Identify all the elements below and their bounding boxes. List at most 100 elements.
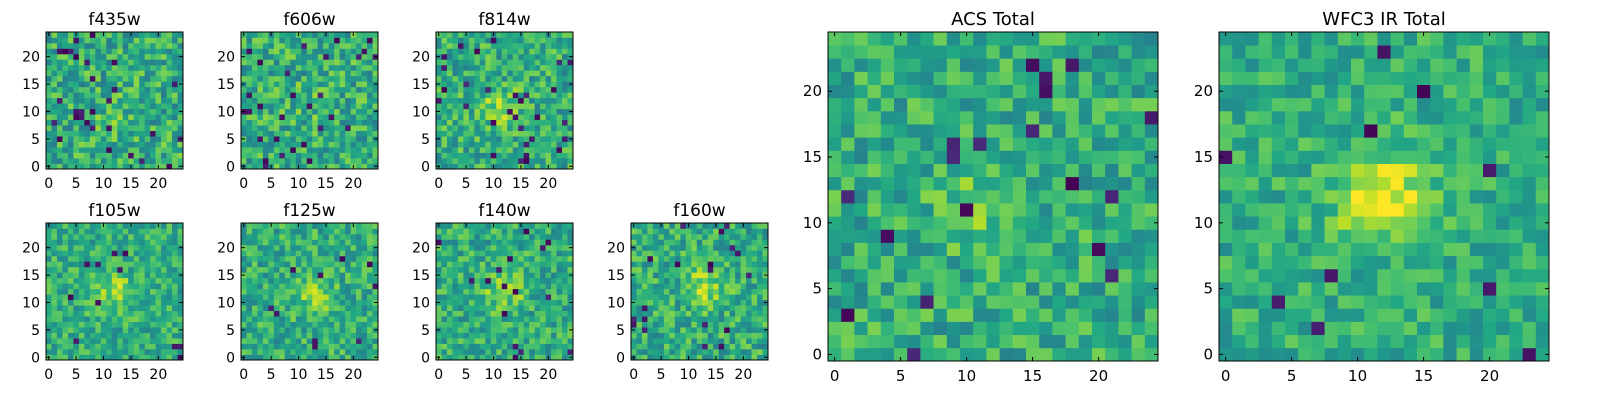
- image-pixel: [491, 37, 497, 43]
- y-tick-label: 0: [421, 350, 430, 366]
- image-pixel: [62, 114, 68, 120]
- image-pixel: [474, 278, 480, 284]
- image-pixel: [686, 250, 692, 256]
- image-pixel: [351, 250, 357, 256]
- image-pixel: [312, 147, 318, 153]
- image-pixel: [290, 267, 296, 273]
- image-pixel: [1079, 243, 1093, 257]
- image-pixel: [263, 48, 269, 54]
- image-pixel: [62, 344, 68, 350]
- image-pixel: [529, 120, 535, 126]
- image-pixel: [145, 109, 151, 115]
- image-pixel: [713, 283, 719, 289]
- image-pixel: [95, 114, 101, 120]
- image-pixel: [351, 283, 357, 289]
- image-pixel: [79, 81, 85, 87]
- image-pixel: [345, 311, 351, 317]
- image-pixel: [474, 136, 480, 142]
- image-pixel: [367, 76, 373, 82]
- image-pixel: [551, 289, 557, 295]
- image-pixel: [920, 164, 934, 178]
- image-pixel: [452, 245, 458, 251]
- image-pixel: [285, 103, 291, 109]
- image-pixel: [150, 283, 156, 289]
- image-pixel: [257, 70, 263, 76]
- image-pixel: [112, 311, 118, 317]
- image-pixel: [480, 98, 486, 104]
- image-pixel: [1092, 177, 1106, 191]
- image-pixel: [68, 136, 74, 142]
- image-pixel: [757, 289, 763, 295]
- image-pixel: [752, 311, 758, 317]
- image-pixel: [241, 142, 247, 148]
- image-pixel: [307, 344, 313, 350]
- image-pixel: [452, 272, 458, 278]
- image-pixel: [507, 250, 513, 256]
- image-pixel: [669, 344, 675, 350]
- image-pixel: [362, 65, 368, 71]
- image-pixel: [447, 164, 453, 170]
- image-pixel: [150, 54, 156, 60]
- image-pixel: [757, 234, 763, 240]
- image-pixel: [84, 43, 90, 49]
- image-pixel: [112, 92, 118, 98]
- image-pixel: [73, 245, 79, 251]
- image-pixel: [491, 289, 497, 295]
- image-pixel: [123, 153, 129, 159]
- image-pixel: [139, 327, 145, 333]
- image-pixel: [713, 278, 719, 284]
- image-pixel: [934, 348, 948, 362]
- image-pixel: [447, 239, 453, 245]
- image-pixel: [117, 289, 123, 295]
- image-pixel: [84, 228, 90, 234]
- image-pixel: [112, 131, 118, 137]
- image-pixel: [485, 87, 491, 93]
- image-pixel: [285, 81, 291, 87]
- image-pixel: [367, 261, 373, 267]
- image-pixel: [535, 142, 541, 148]
- image-pixel: [757, 283, 763, 289]
- image-pixel: [960, 256, 974, 270]
- image-pixel: [535, 344, 541, 350]
- image-pixel: [334, 228, 340, 234]
- image-pixel: [469, 59, 475, 65]
- image-pixel: [485, 223, 491, 229]
- image-pixel: [318, 245, 324, 251]
- image-pixel: [557, 283, 563, 289]
- image-pixel: [540, 322, 546, 328]
- image-pixel: [134, 355, 140, 361]
- image-pixel: [664, 322, 670, 328]
- image-pixel: [441, 43, 447, 49]
- image-pixel: [307, 103, 313, 109]
- image-pixel: [106, 65, 112, 71]
- image-pixel: [172, 92, 178, 98]
- image-pixel: [557, 261, 563, 267]
- image-pixel: [636, 283, 642, 289]
- image-pixel: [139, 355, 145, 361]
- image-pixel: [150, 59, 156, 65]
- image-pixel: [518, 109, 524, 115]
- x-tick-label: 15: [317, 176, 335, 192]
- image-pixel: [920, 282, 934, 296]
- image-pixel: [68, 289, 74, 295]
- image-pixel: [524, 338, 530, 344]
- image-pixel: [373, 114, 379, 120]
- image-pixel: [480, 120, 486, 126]
- image-pixel: [907, 177, 921, 191]
- image-pixel: [117, 245, 123, 251]
- image-pixel: [241, 114, 247, 120]
- image-pixel: [268, 283, 274, 289]
- image-pixel: [51, 316, 57, 322]
- image-pixel: [178, 250, 184, 256]
- image-pixel: [323, 267, 329, 273]
- image-pixel: [329, 114, 335, 120]
- image-pixel: [1039, 322, 1053, 336]
- image-pixel: [447, 294, 453, 300]
- image-pixel: [1013, 348, 1027, 362]
- image-pixel: [741, 289, 747, 295]
- image-pixel: [546, 65, 552, 71]
- image-pixel: [507, 245, 513, 251]
- image-pixel: [167, 223, 173, 229]
- image-pixel: [334, 37, 340, 43]
- image-pixel: [496, 87, 502, 93]
